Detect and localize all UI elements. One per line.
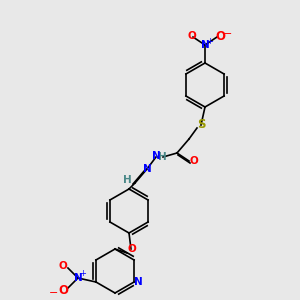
Text: O: O xyxy=(58,261,67,271)
Text: H: H xyxy=(158,152,166,162)
Text: N: N xyxy=(152,151,160,161)
Text: O: O xyxy=(190,156,198,166)
Text: N: N xyxy=(134,277,142,287)
Text: N: N xyxy=(201,40,209,50)
Text: N: N xyxy=(142,164,152,174)
Text: +: + xyxy=(207,38,213,46)
Text: O: O xyxy=(128,244,136,254)
Text: O: O xyxy=(188,31,196,41)
Text: N: N xyxy=(74,273,82,283)
Text: S: S xyxy=(197,118,205,131)
Text: −: − xyxy=(223,29,233,39)
Text: O: O xyxy=(215,29,225,43)
Text: +: + xyxy=(80,268,86,278)
Text: −: − xyxy=(49,288,58,298)
Text: O: O xyxy=(58,284,68,298)
Text: H: H xyxy=(123,175,131,185)
